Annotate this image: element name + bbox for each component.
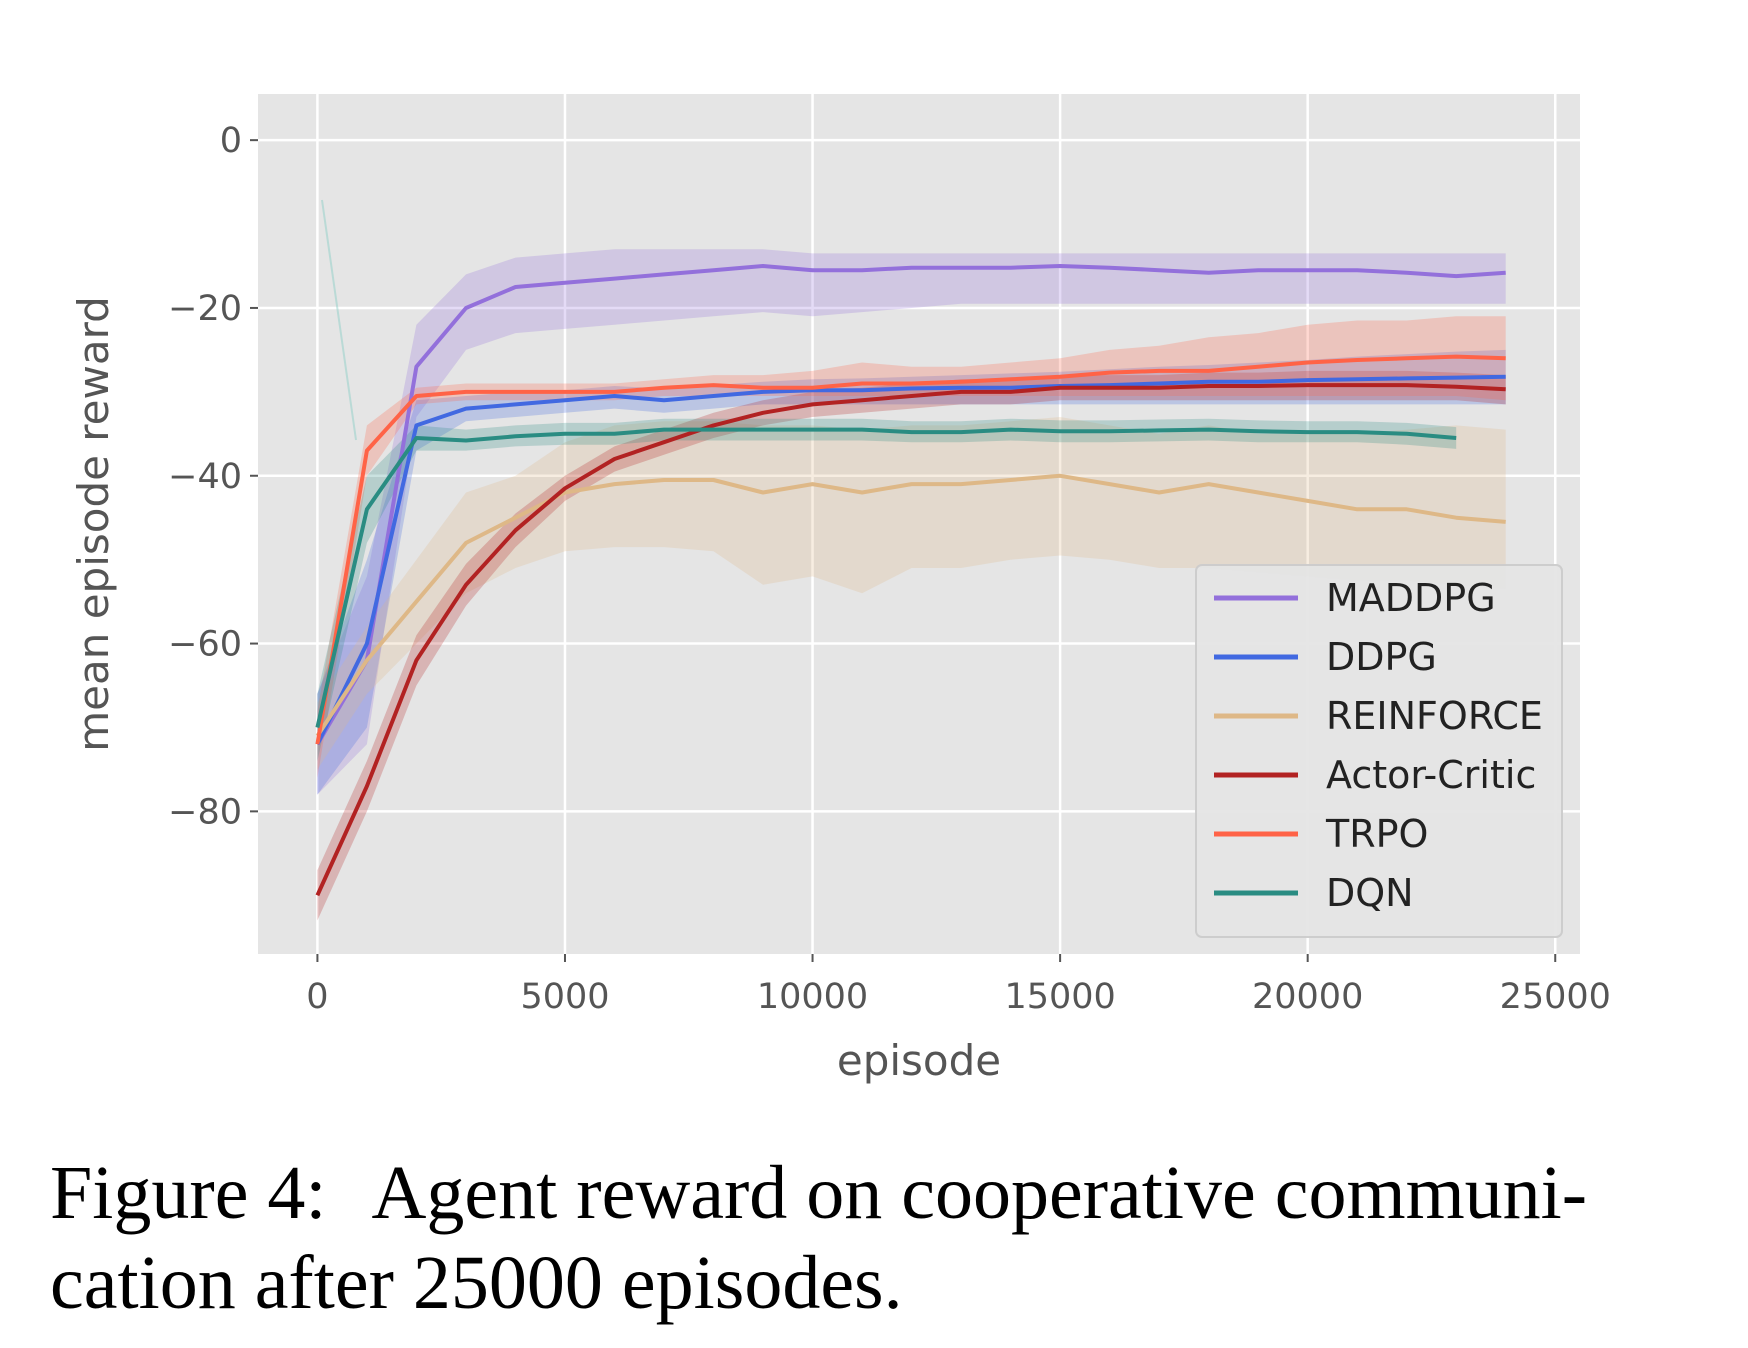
figure-caption: Figure 4: Agent reward on cooperative co… [50,1148,1710,1328]
caption-text: Agent reward on cooperative communi- cat… [50,1151,1588,1325]
y-tick-label: −20 [168,289,242,329]
y-tick-label: −60 [168,625,242,665]
confidence-bands [317,249,1506,921]
x-tick-label: 5000 [520,977,609,1017]
legend: MADDPG DDPG REINFORCE Actor-Critic TRPO DQN [1195,564,1563,938]
reinforce-band [317,417,1506,770]
y-tick-label: 0 [220,121,242,161]
x-tick-label: 25000 [1500,977,1611,1017]
maddpg-line [315,264,1506,746]
actor-critic-line [315,383,1506,897]
dqn-early-trace [321,199,357,441]
x-tick-label: 0 [306,977,328,1017]
legend-label-maddpg: MADDPG [1326,576,1496,620]
x-axis-label: episode [837,1036,1001,1085]
caption-label: Figure 4: [50,1151,327,1235]
y-tick-label: −40 [168,457,242,497]
x-tick-label: 15000 [1004,977,1115,1017]
y-tick-label: −80 [168,792,242,832]
x-tick-label: 20000 [1252,977,1363,1017]
series-lines [315,264,1506,897]
trpo-line [315,354,1506,745]
reinforce-line [315,473,1506,737]
x-axis-ticks: 0 5000 10000 15000 20000 25000 [306,954,1611,1017]
dqn-line [315,427,1457,728]
legend-label-dqn: DQN [1326,871,1414,915]
reward-chart: 0 5000 10000 15000 20000 25000 0−20−40−60−80 … [69,94,1611,1085]
legend-label-ddpg: DDPG [1326,635,1437,679]
ddpg-band [317,349,1506,795]
y-axis-ticks: 0 −20 −40 −60 −80 [168,121,258,832]
ddpg-line [315,374,1506,746]
trpo-band [317,316,1506,778]
y-axis-label: mean episode reward [69,296,118,752]
maddpg-band [317,249,1506,795]
legend-label-actor-critic: Actor-Critic [1326,753,1536,797]
legend-label-trpo: TRPO [1325,812,1428,856]
x-tick-label: 10000 [757,977,868,1017]
legend-label-reinforce: REINFORCE [1326,694,1543,738]
